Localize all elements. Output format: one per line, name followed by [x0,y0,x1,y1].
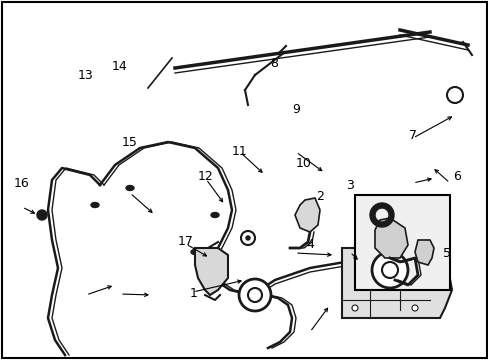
Text: 14: 14 [112,60,127,73]
Circle shape [245,236,249,240]
Text: 10: 10 [295,157,310,170]
Ellipse shape [126,185,134,190]
Circle shape [241,231,254,245]
Bar [354,195,449,290]
Text: 17: 17 [178,235,193,248]
Circle shape [351,305,357,311]
Circle shape [37,210,47,220]
Text: 6: 6 [452,170,460,183]
Circle shape [381,262,397,278]
Text: 7: 7 [408,129,416,141]
Text: 1: 1 [189,287,197,300]
Circle shape [239,279,270,311]
Polygon shape [414,240,433,265]
Circle shape [411,305,417,311]
Text: 12: 12 [197,170,213,183]
Polygon shape [195,248,227,295]
Ellipse shape [210,212,219,217]
Text: 8: 8 [269,57,277,69]
Ellipse shape [191,249,199,255]
Text: 15: 15 [122,136,137,149]
Circle shape [446,87,462,103]
Text: 5: 5 [443,247,450,260]
Text: 4: 4 [306,238,314,251]
Text: 2: 2 [316,190,324,203]
Polygon shape [294,198,319,232]
Circle shape [247,288,262,302]
Text: 9: 9 [291,103,299,116]
Text: 3: 3 [345,179,353,192]
Circle shape [371,252,407,288]
Text: 13: 13 [78,69,93,82]
Ellipse shape [91,202,99,207]
Text: 16: 16 [14,177,30,190]
Polygon shape [341,248,451,318]
Polygon shape [374,218,407,258]
Text: 11: 11 [231,145,247,158]
